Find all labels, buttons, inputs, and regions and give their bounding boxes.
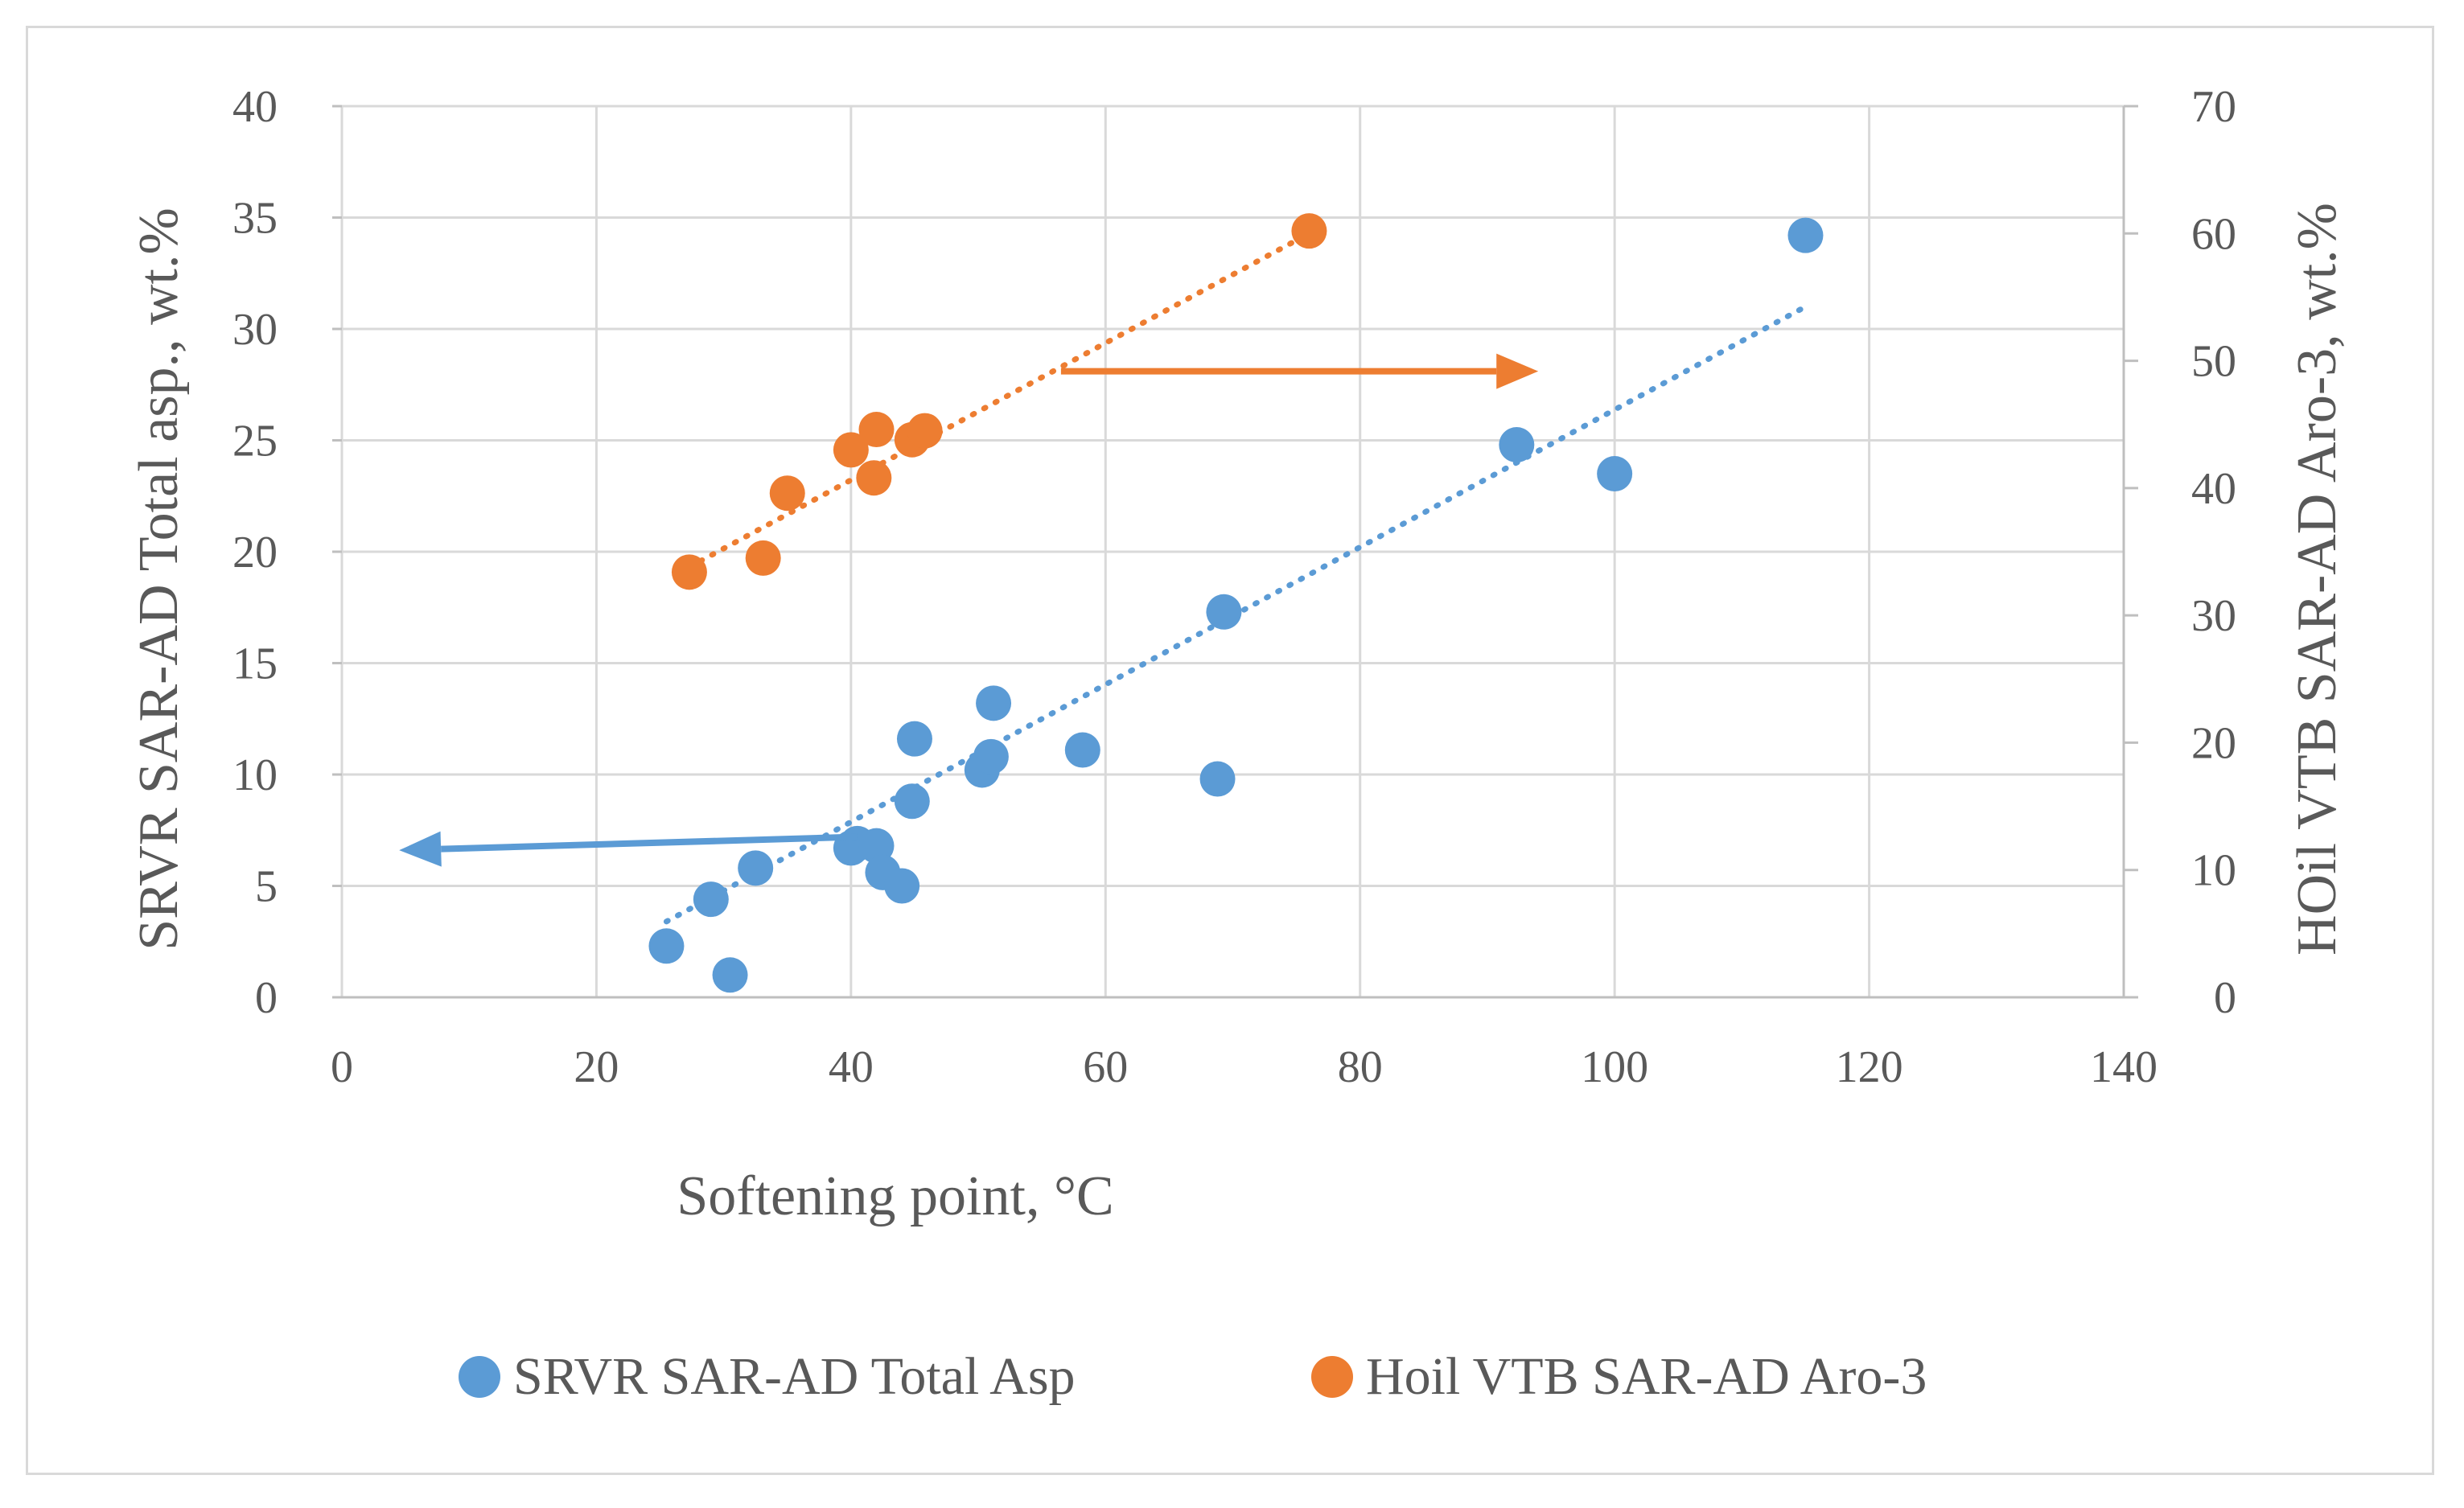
y2-tick-label: 0 (2214, 973, 2236, 1023)
y2-tick-label: 40 (2191, 464, 2236, 514)
y-axis-title: SRVR SAR-AD Total asp., wt.% (128, 208, 190, 951)
srvr-data-point (894, 783, 930, 820)
srvr-data-point (693, 881, 729, 918)
blue-arrow-shaft (441, 833, 858, 853)
y-tick-label: 40 (232, 82, 278, 132)
annotation-arrows (399, 353, 1539, 867)
srvr-data-point (1787, 217, 1824, 253)
legend-marker-srvr (459, 1356, 500, 1398)
legend-label-srvr: SRVR SAR-AD Total Asp (513, 1347, 1076, 1406)
hoil-data-point (907, 413, 943, 449)
hoil-data-point (671, 554, 707, 590)
x-tick-label: 40 (829, 1042, 874, 1092)
y2-tick-label: 70 (2191, 82, 2236, 132)
srvr-data-point (1206, 594, 1242, 630)
hoil-trendline (686, 230, 1312, 570)
srvr-data-point (648, 928, 685, 964)
gridlines (332, 105, 2138, 999)
y-tick-label: 5 (255, 862, 278, 912)
y2-tick-label: 20 (2191, 718, 2236, 768)
tick-labels: 0 20 40 60 80 100 120 140 0 5 10 15 20 25 30 35 40 0 10 20 3… (232, 82, 2236, 1092)
hoil-data-point (858, 412, 895, 448)
y-tick-label: 30 (232, 305, 278, 355)
legend-marker-hoil (1311, 1356, 1353, 1398)
srvr-data-point (712, 957, 748, 993)
hoil-data-point (856, 460, 892, 496)
srvr-data-point (896, 721, 932, 757)
x-tick-label: 80 (1338, 1042, 1383, 1092)
data-points (648, 213, 1824, 993)
x-tick-label: 120 (1836, 1042, 1903, 1092)
y2-tick-label: 10 (2191, 846, 2236, 896)
srvr-data-point (973, 738, 1009, 775)
srvr-data-point (738, 850, 774, 886)
legend-label-hoil: Hoil VTB SAR-AD Aro-3 (1366, 1347, 1927, 1406)
y2-tick-label: 30 (2191, 591, 2236, 641)
y-tick-label: 35 (232, 194, 278, 244)
x-tick-label: 60 (1083, 1042, 1128, 1092)
hoil-data-point (745, 540, 781, 576)
hoil-data-point (769, 475, 805, 512)
hoil-data-point (833, 432, 869, 468)
hoil-data-point (1291, 213, 1327, 249)
y2-tick-label: 60 (2191, 209, 2236, 259)
srvr-data-point (1597, 456, 1633, 492)
x-tick-label: 20 (574, 1042, 619, 1092)
y-tick-label: 0 (255, 973, 278, 1023)
trendlines (663, 230, 1808, 925)
legend: SRVR SAR-AD Total Asp Hoil VTB SAR-AD Ar… (459, 1347, 1927, 1406)
orange-arrow-head (1496, 353, 1539, 389)
x-tick-label: 100 (1581, 1042, 1648, 1092)
y-tick-label: 25 (232, 417, 278, 466)
x-axis-title: Softening point, °C (677, 1165, 1113, 1227)
srvr-data-point (858, 828, 895, 864)
x-tick-label: 0 (331, 1042, 353, 1092)
y2-tick-label: 50 (2191, 337, 2236, 387)
srvr-data-point (1199, 761, 1236, 797)
y-tick-label: 10 (232, 750, 278, 800)
srvr-data-point (884, 868, 920, 904)
srvr-data-point (1064, 732, 1100, 768)
y2-axis-title: HOil VTB SAR-AD Aro-3, wt.% (2286, 203, 2348, 955)
srvr-data-point (1499, 427, 1535, 463)
srvr-data-point (976, 685, 1012, 721)
blue-arrow-head (399, 831, 442, 867)
y-tick-label: 15 (232, 639, 278, 689)
x-tick-label: 140 (2090, 1042, 2158, 1092)
chart-frame (26, 26, 2434, 1475)
y-tick-label: 20 (232, 528, 278, 577)
